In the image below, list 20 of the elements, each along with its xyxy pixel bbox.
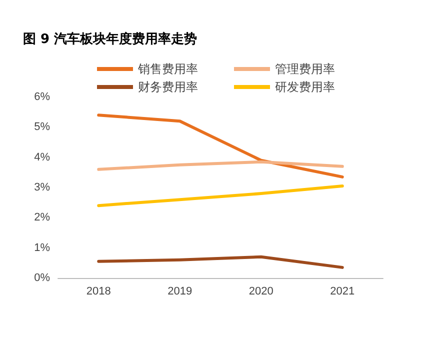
x-tick-label: 2019 [168, 286, 192, 298]
legend-label: 销售费用率 [137, 62, 198, 76]
x-tick-label: 2018 [86, 286, 111, 298]
x-tick-label: 2020 [248, 286, 274, 298]
line-series [97, 160, 344, 171]
legend-label: 财务费用率 [138, 80, 198, 94]
line-series [97, 184, 344, 208]
legend-label: 管理费用率 [275, 62, 335, 76]
legend-label: 研发费用率 [275, 80, 335, 94]
chart-title: 图 9 汽车板块年度费用率走势 [23, 31, 198, 47]
y-tick-label: 1% [34, 242, 50, 254]
y-tick-label: 4% [34, 151, 50, 164]
y-tick-label: 0% [34, 272, 50, 284]
y-tick-label: 3% [34, 182, 50, 194]
y-tick-label: 5% [34, 121, 50, 134]
y-tick-label: 2% [34, 212, 50, 224]
y-tick-label: 6% [34, 91, 50, 103]
x-tick-label: 2021 [330, 286, 355, 298]
line-series [97, 255, 344, 269]
line-series [97, 114, 344, 178]
